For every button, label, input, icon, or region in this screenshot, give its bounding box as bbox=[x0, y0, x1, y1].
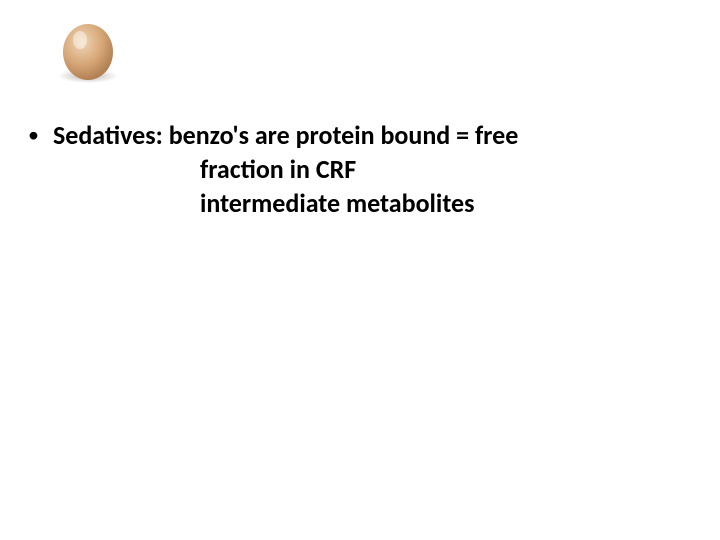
bullet-text-line2: fraction in CRF bbox=[200, 152, 692, 186]
bullet-line-1: • Sedatives: benzo's are protein bound =… bbox=[28, 118, 692, 152]
bullet-marker: • bbox=[28, 118, 39, 152]
bullet-text-line3: intermediate metabolites bbox=[200, 186, 692, 220]
slide: • Sedatives: benzo's are protein bound =… bbox=[0, 0, 720, 540]
bullet-block: • Sedatives: benzo's are protein bound =… bbox=[28, 118, 692, 220]
bullet-label: Sedatives: bbox=[53, 119, 163, 151]
bullet-rest: benzo's are protein bound = free bbox=[163, 119, 518, 151]
bullet-text-line1: Sedatives: benzo's are protein bound = f… bbox=[53, 118, 518, 152]
egg-image bbox=[48, 18, 128, 88]
